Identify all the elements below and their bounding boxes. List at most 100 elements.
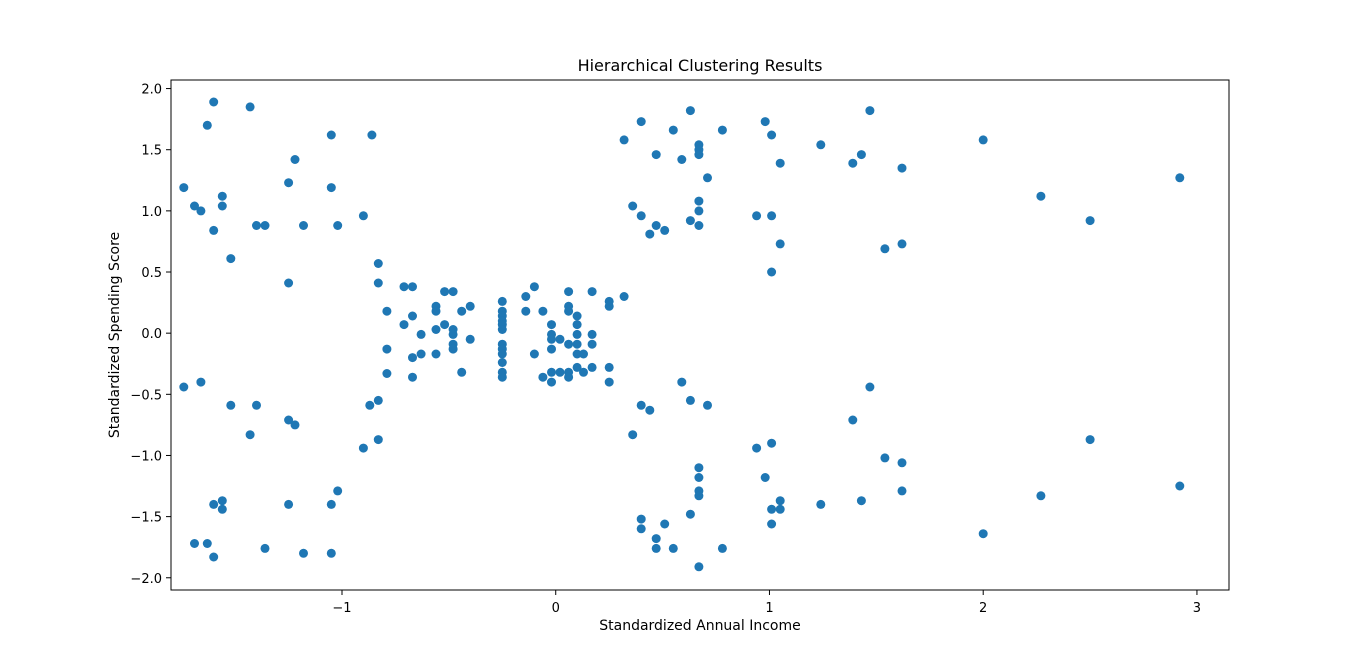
data-point xyxy=(217,504,227,514)
data-point xyxy=(547,320,556,330)
data-point xyxy=(694,206,704,216)
data-point xyxy=(457,306,467,316)
data-point xyxy=(694,473,704,482)
data-point xyxy=(760,117,770,127)
y-axis-label: Standardized Spending Score xyxy=(107,232,123,438)
data-point xyxy=(636,514,646,524)
scatter-points xyxy=(179,97,1185,572)
data-point xyxy=(555,367,565,377)
data-point xyxy=(579,349,588,359)
data-point xyxy=(619,292,629,301)
data-point xyxy=(209,225,219,235)
data-point xyxy=(848,158,858,168)
data-point xyxy=(604,377,614,387)
data-point xyxy=(856,150,866,160)
data-point xyxy=(660,225,670,235)
data-point xyxy=(587,339,597,349)
data-point xyxy=(333,221,343,230)
data-point xyxy=(572,362,582,372)
data-point xyxy=(408,372,417,382)
data-point xyxy=(431,349,441,359)
data-point xyxy=(202,539,212,548)
data-point xyxy=(572,339,582,349)
data-point xyxy=(373,259,383,268)
data-point xyxy=(865,106,875,116)
data-point xyxy=(856,496,866,506)
data-point xyxy=(326,499,336,509)
data-point xyxy=(645,405,655,415)
data-point xyxy=(694,221,704,230)
data-point xyxy=(897,458,907,468)
data-point xyxy=(284,178,294,188)
y-tick-label: −1.5 xyxy=(130,511,162,526)
data-point xyxy=(668,125,678,135)
data-point xyxy=(326,130,336,140)
data-point xyxy=(326,183,336,193)
data-point xyxy=(767,130,777,140)
data-point xyxy=(373,435,383,445)
y-tick-label: 0.0 xyxy=(141,327,162,342)
x-tick-label: 2 xyxy=(979,601,987,616)
data-point xyxy=(564,372,574,382)
data-point xyxy=(547,377,556,387)
data-point xyxy=(760,473,770,482)
data-point xyxy=(636,117,646,127)
data-point xyxy=(636,211,646,221)
data-point xyxy=(752,443,762,453)
data-point xyxy=(677,377,687,387)
data-point xyxy=(245,430,255,440)
data-point xyxy=(416,349,426,359)
data-point xyxy=(767,504,777,514)
data-point xyxy=(367,130,377,140)
data-point xyxy=(196,377,206,387)
data-point xyxy=(252,400,261,410)
x-tick-label: 0 xyxy=(552,601,560,616)
data-point xyxy=(685,106,695,116)
data-point xyxy=(299,548,308,558)
data-point xyxy=(399,320,409,330)
data-point xyxy=(579,367,588,377)
data-point xyxy=(677,155,687,164)
data-point xyxy=(651,534,661,544)
data-point xyxy=(538,306,548,316)
data-point xyxy=(179,183,189,193)
data-point xyxy=(767,267,777,277)
x-tick-label: 3 xyxy=(1193,601,1201,616)
data-point xyxy=(587,287,597,297)
data-point xyxy=(358,443,368,453)
data-point xyxy=(260,221,270,230)
data-point xyxy=(179,382,189,392)
data-point xyxy=(408,353,417,363)
y-tick-label: 1.0 xyxy=(141,205,162,220)
x-axis-label: Standardized Annual Income xyxy=(599,618,801,634)
data-point xyxy=(529,282,539,292)
data-point xyxy=(252,221,261,230)
data-point xyxy=(284,415,294,425)
data-point xyxy=(604,362,614,372)
data-point xyxy=(564,339,574,349)
data-point xyxy=(816,499,826,509)
data-point xyxy=(619,135,629,145)
data-point xyxy=(202,120,212,130)
data-point xyxy=(651,543,661,553)
data-point xyxy=(775,158,785,168)
data-point xyxy=(209,499,219,509)
data-point xyxy=(408,282,417,292)
data-point xyxy=(521,306,531,316)
data-point xyxy=(816,140,826,150)
data-point xyxy=(196,206,206,216)
data-point xyxy=(604,301,614,311)
x-tick-label: 1 xyxy=(765,601,773,616)
data-point xyxy=(897,163,907,173)
data-point xyxy=(636,400,646,410)
data-point xyxy=(651,150,661,160)
data-point xyxy=(497,372,507,382)
data-point xyxy=(209,552,219,562)
data-point xyxy=(448,329,458,339)
y-tick-label: 1.5 xyxy=(141,144,162,159)
data-point xyxy=(538,372,548,382)
x-tick-label: −1 xyxy=(332,601,351,616)
data-point xyxy=(190,539,199,548)
data-point xyxy=(694,463,704,473)
data-point xyxy=(564,287,574,297)
